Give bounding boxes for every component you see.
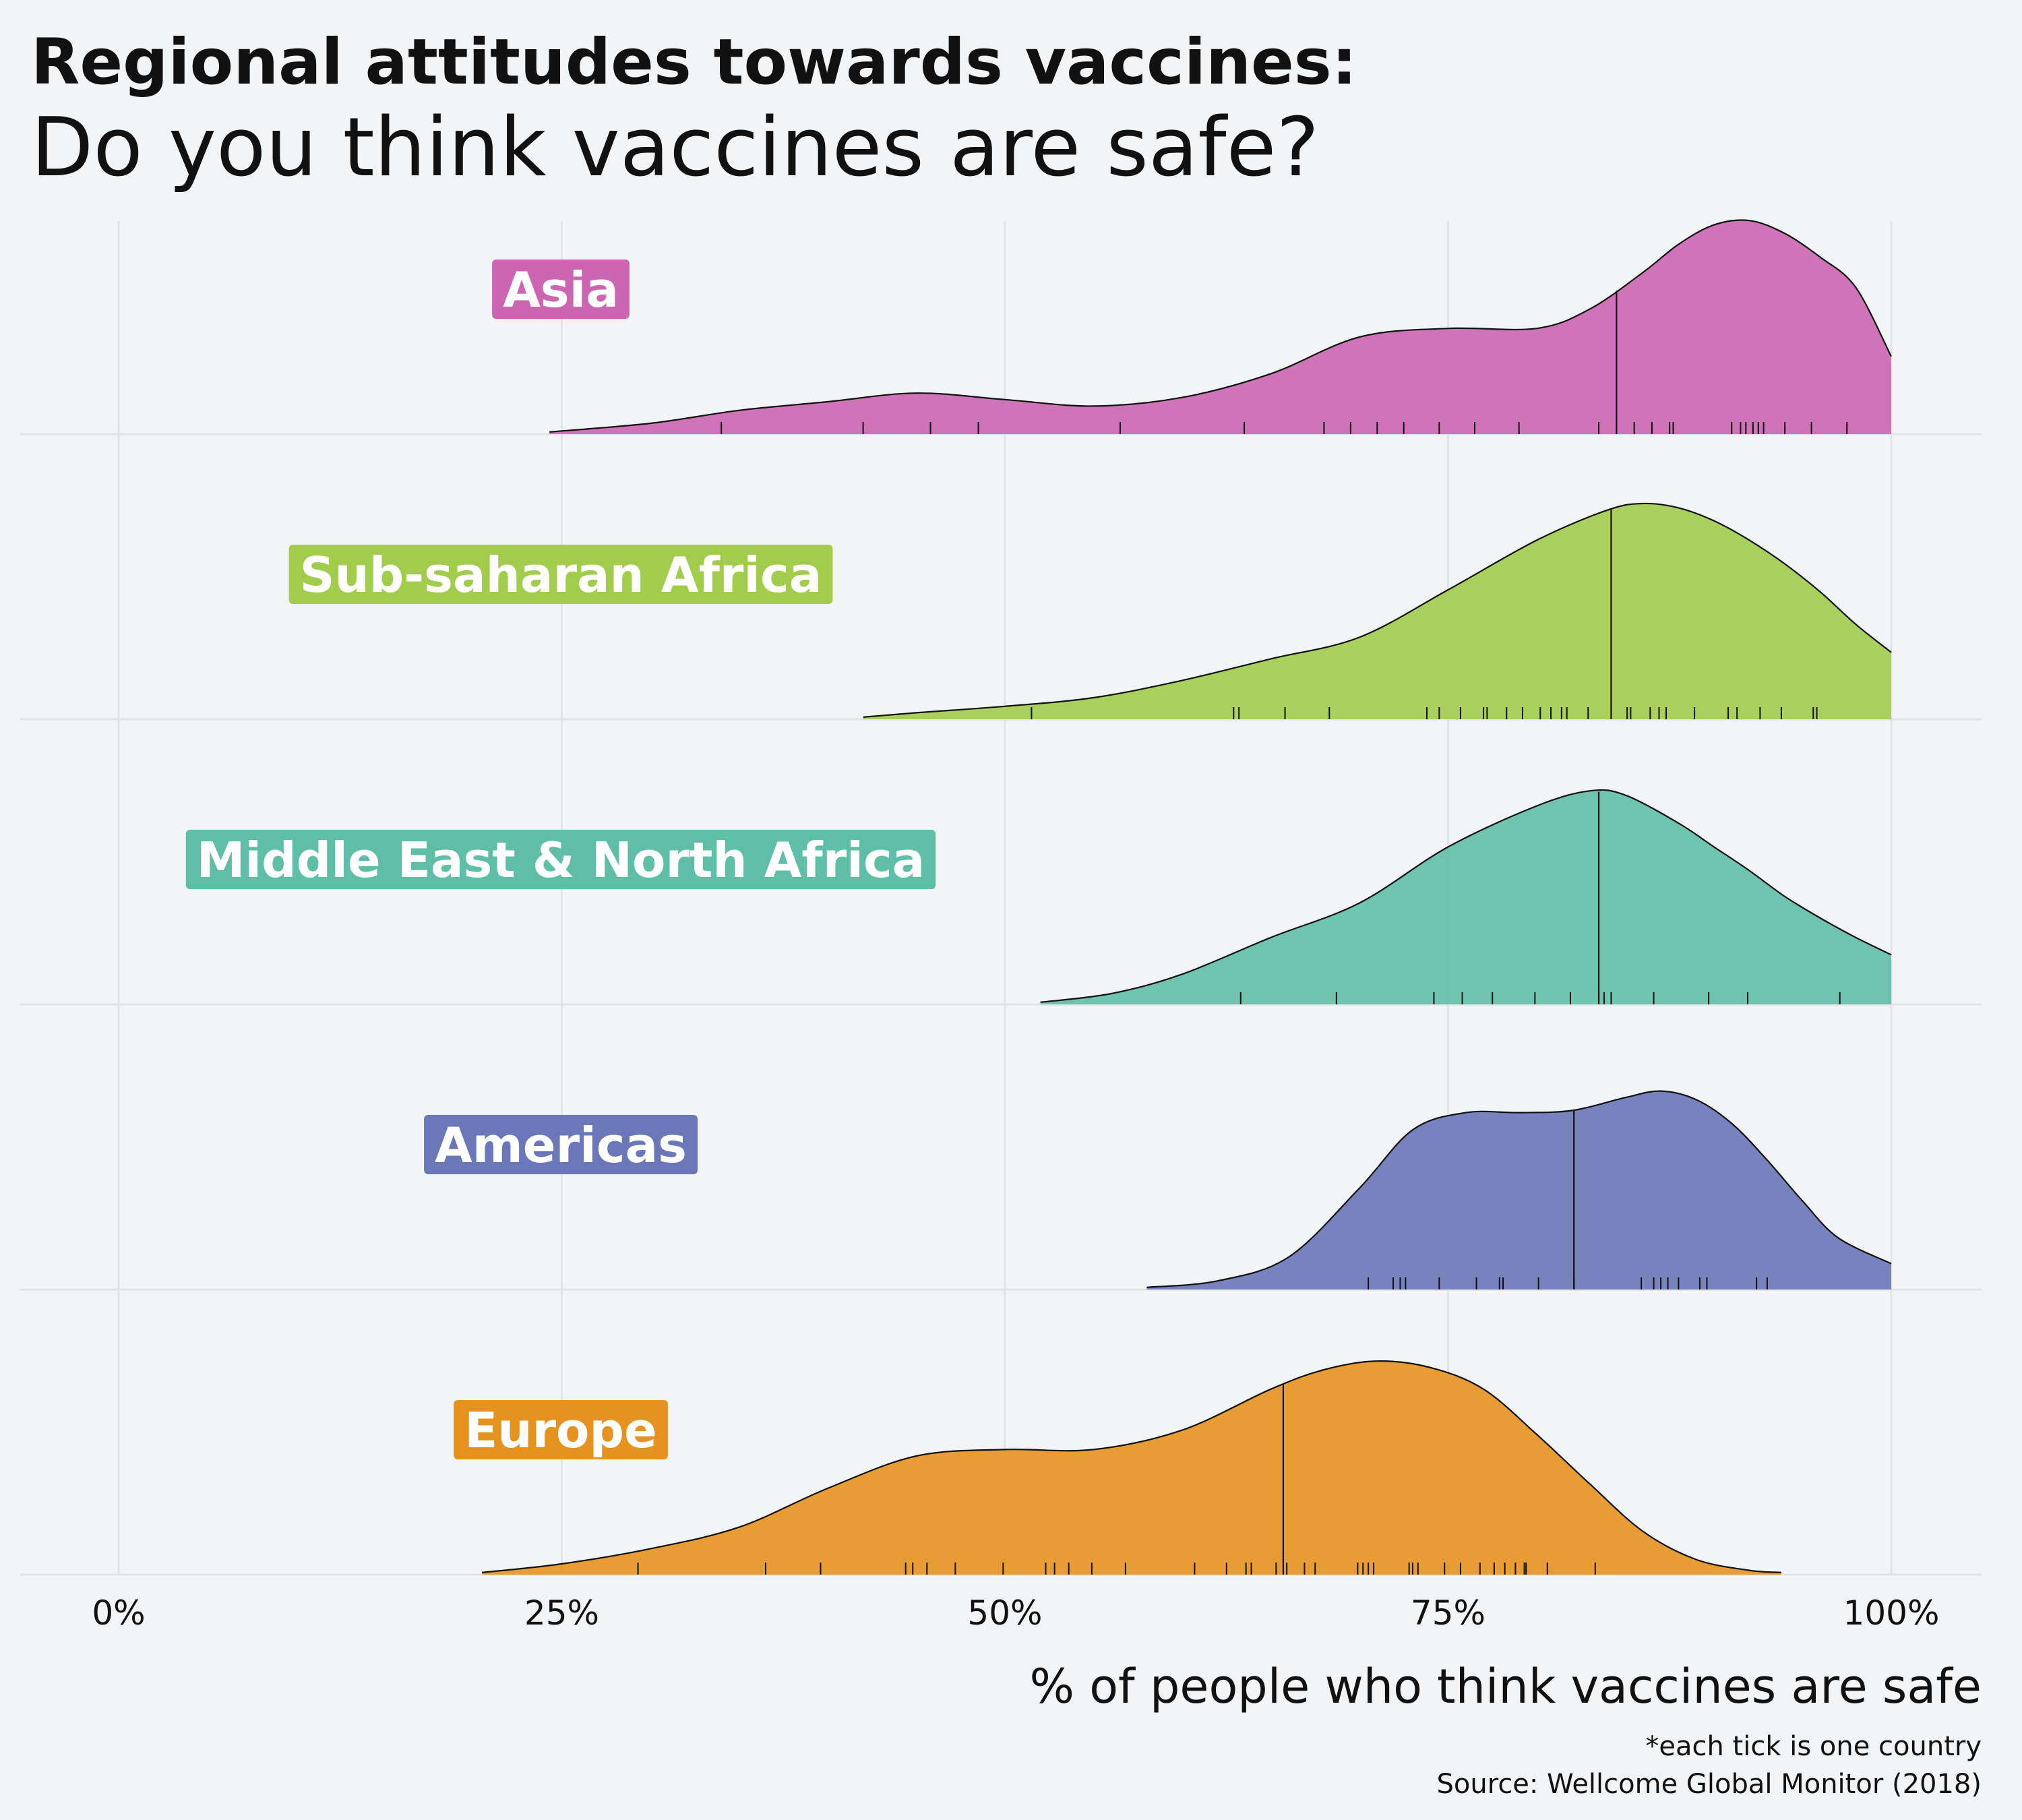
ridge-sub-saharan-africa: Sub-saharan Africa	[288, 502, 1892, 719]
x-tick-label: 100%	[1843, 1594, 1940, 1633]
region-label-text: Middle East & North Africa	[197, 832, 925, 888]
region-label-americas: Americas	[424, 1115, 698, 1174]
footnote-source: Source: Wellcome Global Monitor (2018)	[1437, 1769, 1982, 1800]
label-background	[492, 260, 630, 319]
region-label-text: Asia	[503, 262, 619, 318]
ridges: Asia Sub-saharan Africa Middle East & Nort…	[185, 219, 1892, 1575]
ridge-asia: Asia	[492, 219, 1892, 434]
chart-subtitle: Do you think vaccines are safe?	[31, 101, 1319, 195]
density-outline	[1146, 1090, 1892, 1288]
region-label-europe: Europe	[454, 1400, 668, 1459]
density-outline	[549, 219, 1892, 433]
density-area	[549, 220, 1891, 434]
region-label-sub-saharan-africa: Sub-saharan Africa	[288, 545, 833, 604]
region-label-text: Sub-saharan Africa	[300, 547, 822, 603]
ridge-americas: Americas	[424, 1090, 1892, 1290]
region-label-middle-east-and-north-africa: Middle East & North Africa	[185, 830, 936, 889]
density-area	[1040, 789, 1891, 1004]
x-tick-label: 25%	[524, 1594, 599, 1633]
label-background	[185, 830, 936, 889]
chart-title: Regional attitudes towards vaccines:	[31, 26, 1357, 99]
ridge-europe: Europe	[454, 1360, 1781, 1575]
x-tick-label: 50%	[967, 1594, 1042, 1633]
label-background	[454, 1400, 668, 1459]
density-outline	[1040, 789, 1892, 1003]
density-area	[1146, 1091, 1891, 1290]
region-label-text: Americas	[435, 1117, 687, 1174]
region-label-asia: Asia	[492, 260, 630, 319]
x-tick-label: 0%	[92, 1594, 145, 1633]
x-tick-label: 75%	[1411, 1594, 1485, 1633]
label-background	[288, 545, 833, 604]
x-axis-ticks: 0% 25% 50% 75% 100%	[92, 1594, 1939, 1633]
density-outline	[481, 1360, 1781, 1573]
density-area	[482, 1361, 1781, 1575]
region-label-text: Europe	[464, 1402, 657, 1459]
ridge-middle-east-and-north-africa: Middle East & North Africa	[185, 789, 1892, 1004]
label-background	[424, 1115, 698, 1174]
x-axis-title: % of people who think vaccines are safe	[1029, 1659, 1982, 1714]
footnote-ticks: *each tick is one country	[1645, 1731, 1982, 1762]
density-outline	[863, 502, 1892, 718]
density-area	[863, 503, 1891, 719]
